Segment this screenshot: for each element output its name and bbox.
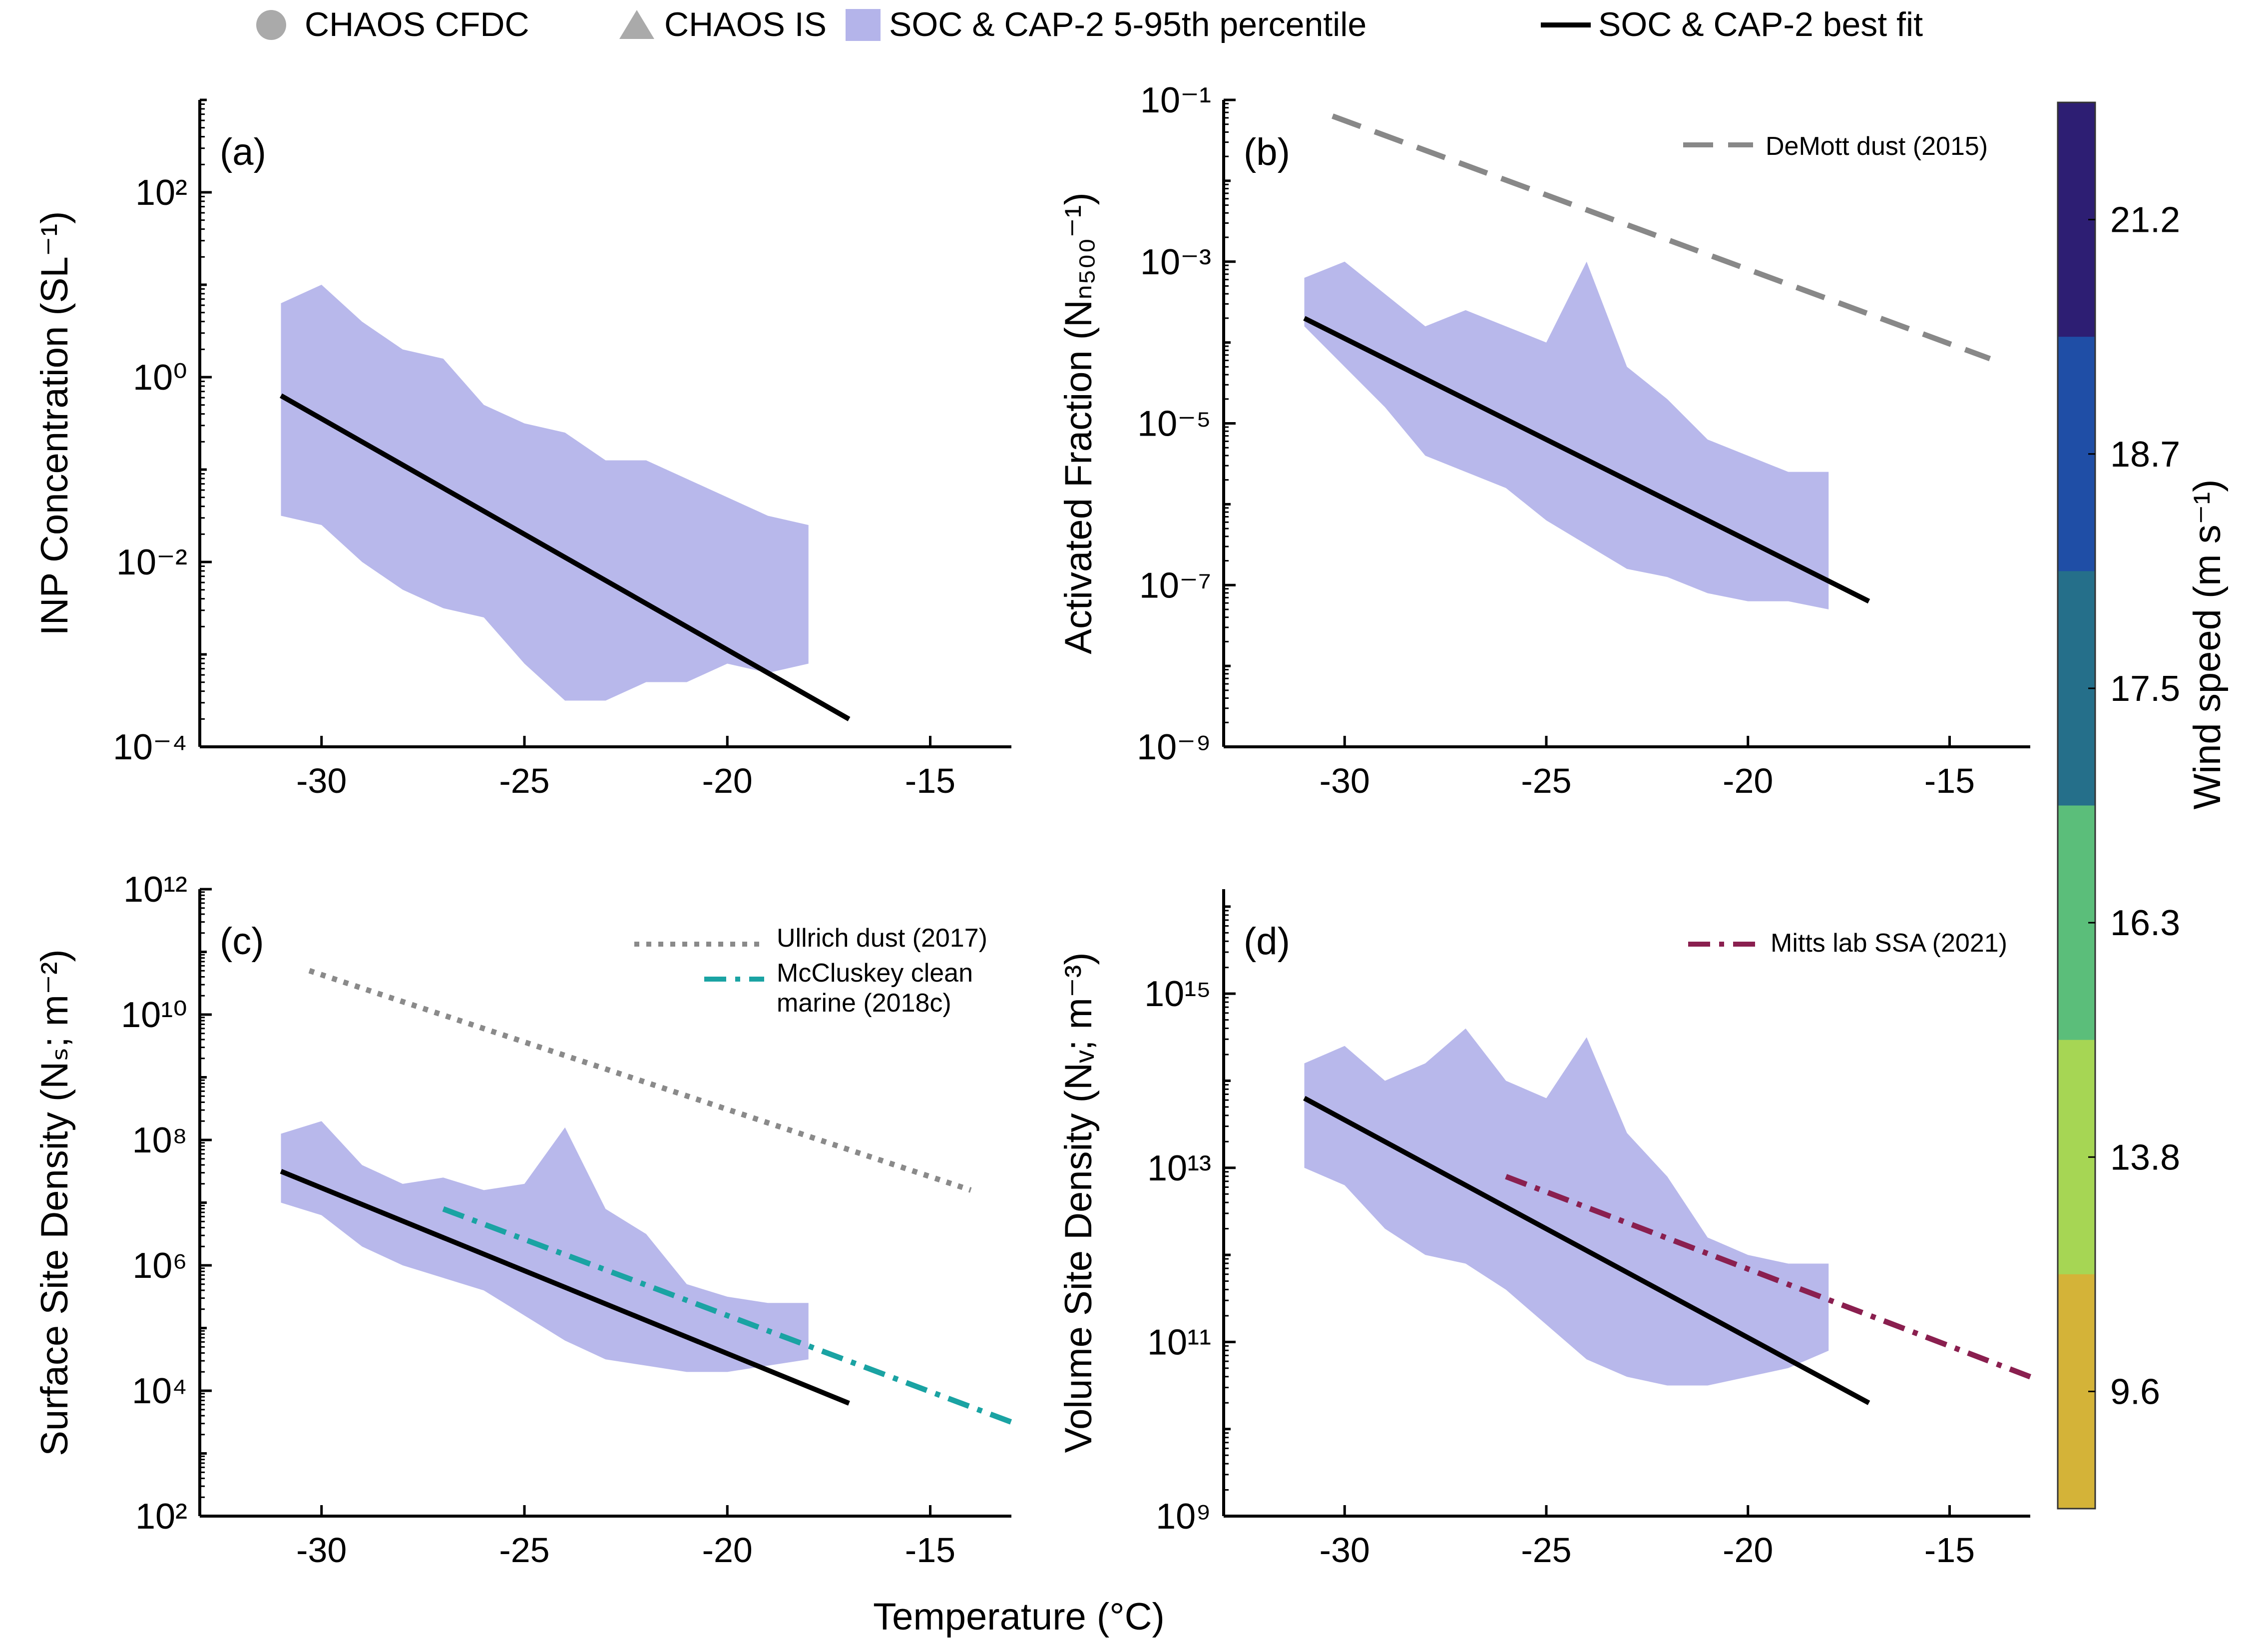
- y-axis-label: Activated Fraction (Nₙ₅₀₀⁻¹): [1057, 192, 1100, 654]
- reference-legend-label: DeMott dust (2015): [1766, 132, 1988, 161]
- percentile-band: [281, 285, 809, 701]
- y-tick-label: 10⁻⁴: [113, 727, 187, 767]
- x-tick-label: -20: [1723, 761, 1773, 800]
- panel-d: -30 -25 -20 -15 10⁹ 10¹¹ 10¹³ 10¹⁵ Volume Site D…: [1057, 889, 2031, 1570]
- x-tick-label: -30: [1320, 761, 1370, 800]
- panel-c: -30 -25 -20 -15 10² 10⁴ 10⁶ 10⁸ 10¹⁰ 10¹² Surface …: [33, 870, 1012, 1570]
- reference-line-1: [442, 1206, 1012, 1425]
- y-tick-label: 10⁸: [132, 1120, 187, 1160]
- reference-line-0: [308, 968, 972, 1193]
- y-tick-label: 10⁶: [132, 1246, 187, 1286]
- legend-fit-label: SOC & CAP-2 best fit: [1598, 5, 1923, 43]
- colorbar-label: Wind speed (m s⁻¹): [2186, 480, 2229, 810]
- y-axis-label: Volume Site Density (Nᵥ; m⁻³): [1057, 952, 1100, 1453]
- percentile-band: [1304, 261, 1829, 609]
- reference-line-0: [1332, 113, 1991, 362]
- x-tick-label: -20: [1723, 1531, 1773, 1570]
- x-tick-label: -15: [905, 1531, 955, 1570]
- y-tick-label: 10⁻⁷: [1139, 565, 1211, 605]
- x-tick-label: -30: [296, 1531, 347, 1570]
- y-tick-label: 10²: [135, 173, 187, 213]
- panel-label: (b): [1244, 131, 1290, 173]
- colorbar-tick-label: 9.6: [2110, 1372, 2160, 1412]
- reference-legend-label: Mitts lab SSA (2021): [1771, 929, 2007, 958]
- x-tick-label: -15: [1924, 1531, 1975, 1570]
- legend-band-label: SOC & CAP-2 5-95th percentile: [889, 5, 1366, 43]
- y-tick-label: 10¹²: [123, 870, 187, 910]
- colorbar-segments: [2057, 101, 2096, 1510]
- x-tick-label: -20: [702, 1531, 753, 1570]
- legend-cfdc-label: CHAOS CFDC: [305, 5, 529, 43]
- reference-line-0: [1505, 1174, 2031, 1380]
- colorbar-tick-label: 13.8: [2110, 1137, 2180, 1177]
- colorbar-frame: [2057, 101, 2096, 1510]
- x-tick-label: -25: [1521, 1531, 1571, 1570]
- best-fit-line: [1303, 316, 1870, 604]
- y-tick-label: 10⁻⁹: [1137, 727, 1211, 767]
- legend-band-marker: [846, 9, 881, 41]
- panels: -30 -25 -20 -15 10⁻⁴ 10⁻² 10⁰ 10² INP Concentrat…: [33, 80, 2031, 1570]
- panel-label: (d): [1244, 920, 1290, 963]
- y-axis-label: INP Concentration (SL⁻¹): [33, 211, 76, 636]
- y-tick-label: 10⁴: [132, 1371, 187, 1411]
- y-tick-label: 10¹⁰: [121, 995, 187, 1035]
- panel-a: -30 -25 -20 -15 10⁻⁴ 10⁻² 10⁰ 10² INP Concentrat…: [33, 98, 1011, 800]
- y-tick-label: 10⁰: [133, 358, 187, 398]
- reference-legend-label: Ullrich dust (2017): [777, 924, 987, 953]
- percentile-band: [1304, 1028, 1829, 1386]
- best-fit-line: [280, 393, 851, 721]
- x-tick-label: -25: [499, 761, 549, 800]
- best-fit-line: [1303, 1096, 1870, 1405]
- x-tick-label: -20: [702, 761, 753, 800]
- best-fit-line: [280, 1169, 850, 1406]
- x-tick-label: -30: [1320, 1531, 1370, 1570]
- y-tick-label: 10¹⁵: [1144, 974, 1211, 1014]
- x-tick-label: -25: [499, 1531, 549, 1570]
- y-tick-label: 10²: [135, 1497, 187, 1537]
- top-legend: CHAOS CFDC CHAOS IS SOC & CAP-2 5-95th p…: [256, 5, 1923, 43]
- y-tick-label: 10⁹: [1156, 1497, 1211, 1537]
- panel-label: (a): [220, 131, 266, 173]
- panel-label: (c): [220, 920, 264, 963]
- y-tick-label: 10¹¹: [1147, 1322, 1211, 1362]
- colorbar-tick-label: 16.3: [2110, 903, 2180, 943]
- y-tick-label: 10¹³: [1147, 1148, 1211, 1188]
- colorbar-tick-label: 21.2: [2110, 200, 2180, 240]
- x-tick-label: -15: [905, 761, 955, 800]
- x-axis-label: Temperature (°C): [873, 1596, 1165, 1638]
- colorbar-tick-label: 18.7: [2110, 435, 2180, 475]
- y-axis-label: Surface Site Density (Nₛ; m⁻²): [33, 949, 76, 1456]
- colorbar-tick-label: 17.5: [2110, 669, 2180, 709]
- x-tick-label: -25: [1521, 761, 1571, 800]
- colorbar: 21.2 18.7 17.5 16.3 13.8 9.6 Wind speed (m s⁻…: [2057, 101, 2229, 1510]
- legend-cfdc-marker: [256, 10, 286, 40]
- y-tick-label: 10⁻⁵: [1137, 404, 1211, 444]
- y-tick-label: 10⁻²: [116, 543, 187, 582]
- legend-is-label: CHAOS IS: [664, 5, 827, 43]
- x-tick-label: -15: [1924, 761, 1975, 800]
- reference-legend-label: McCluskey clean: [777, 959, 973, 988]
- x-tick-label: -30: [296, 761, 347, 800]
- legend-is-marker: [619, 10, 654, 39]
- y-tick-label: 10⁻¹: [1140, 80, 1211, 120]
- colorbar-ticks: 21.2 18.7 17.5 16.3 13.8 9.6: [2088, 200, 2180, 1412]
- panel-b: -30 -25 -20 -15 10⁻⁹ 10⁻⁷ 10⁻⁵ 10⁻³ 10⁻¹ Activate…: [1057, 80, 2030, 800]
- reference-legend-label: marine (2018c): [777, 989, 951, 1018]
- y-tick-label: 10⁻³: [1140, 242, 1211, 282]
